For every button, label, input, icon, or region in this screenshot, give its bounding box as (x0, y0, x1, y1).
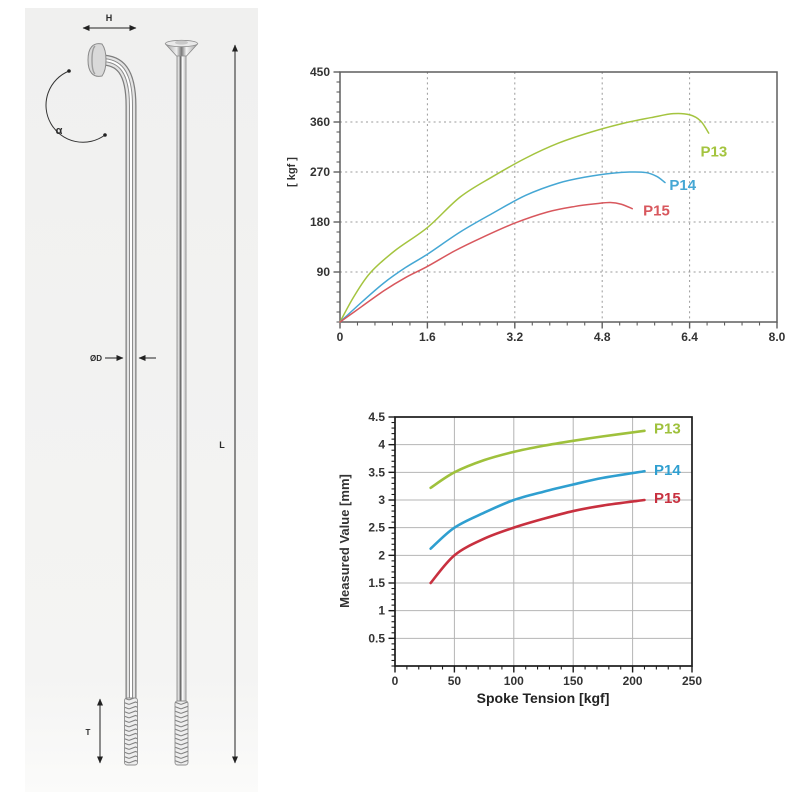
y-tick-label: 4.5 (368, 410, 385, 424)
y-tick-label: 180 (310, 215, 330, 229)
y-axis-title: [ kgf ] (286, 157, 298, 187)
series-P15 (339, 201, 633, 323)
straight-spoke (164, 39, 199, 701)
x-tick-label: 8.0 (769, 330, 786, 344)
series-P15 (429, 498, 646, 585)
measured-value-chart-content: 0 50 100 150 200 250 0.5 1 1.5 2 2.5 3 3.5 4 4.5 P13 P14… (337, 410, 702, 706)
y-tick-label: 4 (378, 438, 385, 452)
y-tick-label: 90 (317, 265, 331, 279)
series-P13 (339, 112, 710, 323)
x-tick-label: 0 (337, 330, 344, 344)
series-label-P13: P13 (654, 421, 681, 438)
x-tick-label: 200 (623, 674, 643, 688)
y-tick-label: 0.5 (368, 631, 385, 645)
gridlines (340, 72, 777, 322)
series-label-P14: P14 (669, 177, 696, 194)
axis-ticks (333, 71, 778, 329)
x-tick-label: 6.4 (681, 330, 698, 344)
y-tick-label: 3.5 (368, 465, 385, 479)
y-tick-label: 270 (310, 165, 330, 179)
y-tick-label: 360 (310, 115, 330, 129)
x-tick-label: 250 (682, 674, 702, 688)
jbend-head (87, 43, 107, 77)
y-tick-label: 3 (378, 493, 385, 507)
jbend-thread (124, 697, 138, 766)
y-tick-label: 1 (378, 604, 385, 618)
y-axis-title: Measured Value [mm] (337, 474, 352, 608)
straight-thread (174, 700, 189, 766)
x-tick-label: 100 (504, 674, 524, 688)
dimension-label-thread: T (86, 728, 91, 737)
x-tick-label: 1.6 (419, 330, 436, 344)
dimension-label-alpha: α (56, 125, 63, 137)
load-elongation-chart: 0 1.6 3.2 4.8 6.4 8.0 90 180 270 360 450 P13 P14 P15 [… (286, 65, 786, 344)
dimension-label-diameter: ØD (90, 354, 102, 363)
x-tick-label: 150 (563, 674, 583, 688)
y-tick-label: 2 (378, 548, 385, 562)
tick-labels: 0 1.6 3.2 4.8 6.4 8.0 90 180 270 360 450 (310, 65, 786, 344)
diagram-panel (25, 8, 258, 792)
y-tick-label: 2.5 (368, 521, 385, 535)
tick-labels: 0 50 100 150 200 250 0.5 1 1.5 2 2.5 3 3.5 4 4.5 (368, 410, 702, 688)
dimension-label-h: H (106, 13, 113, 23)
series-P14 (339, 171, 666, 323)
x-tick-label: 50 (448, 674, 462, 688)
series-label-P14: P14 (654, 462, 681, 479)
x-tick-label: 3.2 (506, 330, 523, 344)
series-label-P15: P15 (654, 490, 681, 507)
series-label-P13: P13 (701, 143, 728, 160)
x-tick-label: 0 (392, 674, 399, 688)
dimension-label-length: L (219, 440, 225, 450)
x-axis-title: Spoke Tension [kgf] (477, 690, 610, 706)
y-tick-label: 450 (310, 65, 330, 79)
x-tick-label: 4.8 (594, 330, 611, 344)
plot-box (394, 416, 693, 667)
dimension-alpha (45, 69, 107, 143)
measured-value-chart: 0 50 100 150 200 250 0.5 1 1.5 2 2.5 3 3.5 4 4.5 P13 P14… (337, 410, 702, 706)
y-tick-label: 1.5 (368, 576, 385, 590)
series-label-P15: P15 (643, 202, 670, 219)
series-P13 (429, 429, 646, 490)
series-P14 (429, 469, 646, 550)
plot-box (339, 71, 778, 323)
spoke-diagram: H α ØD L T (25, 8, 258, 792)
jbend-spoke (87, 43, 137, 698)
load-elongation-chart-content: 0 1.6 3.2 4.8 6.4 8.0 90 180 270 360 450 P13 P14 P15 [… (286, 65, 786, 344)
